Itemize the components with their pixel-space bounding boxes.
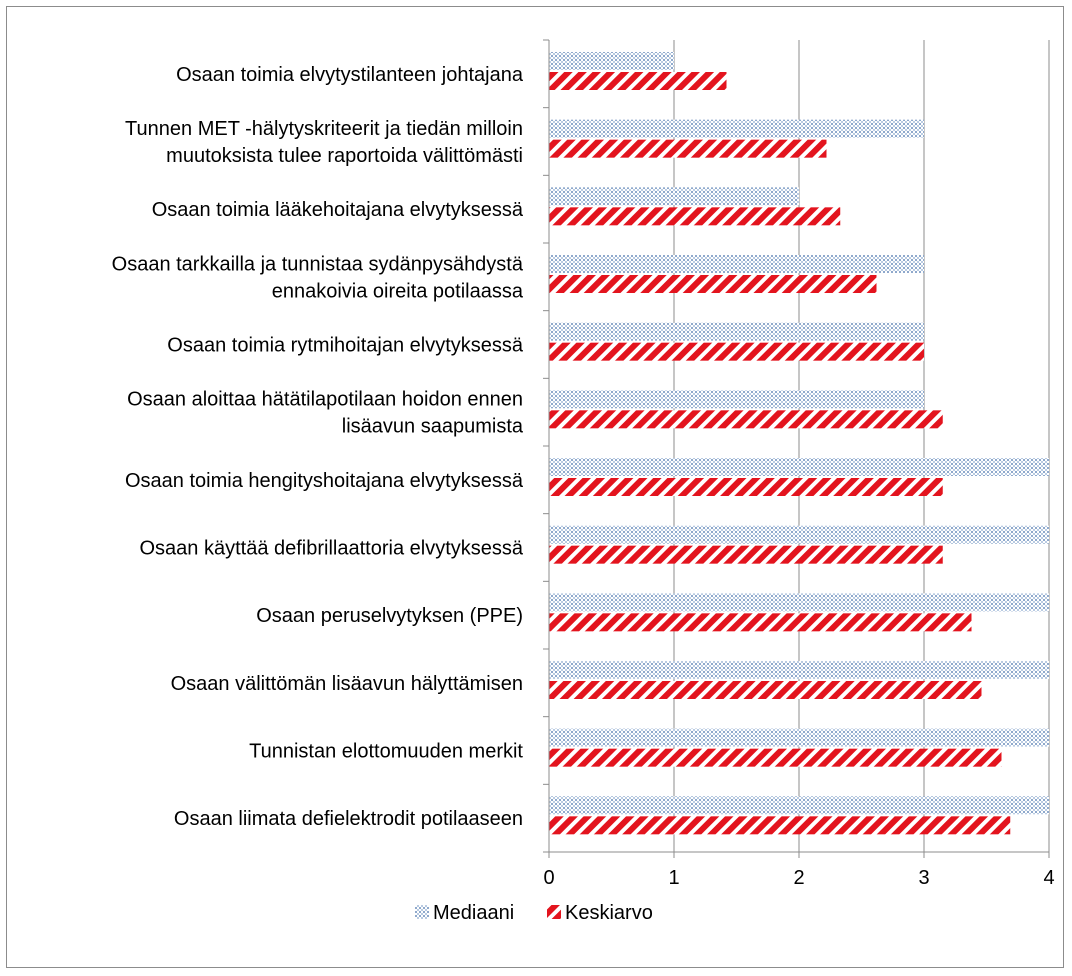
category-label-9: Osaan välittömän lisäavun hälyttämisen [171,673,523,695]
bar-keskiarvo-0 [549,72,727,90]
category-label-line: Osaan toimia lääkehoitajana elvytyksessä [152,199,524,221]
x-tick-label-3: 3 [918,867,929,889]
bar-keskiarvo-7 [549,545,943,564]
bars [549,52,1049,835]
x-tick-label-0: 0 [543,867,554,889]
bar-mediaani-4 [549,322,924,341]
bar-mediaani-7 [549,525,1049,544]
category-label-line: ennakoivia oireita potilaassa [272,280,524,302]
bar-mediaani-1 [549,119,924,138]
category-label-line: Osaan aloittaa hätätilapotilaan hoidon e… [127,389,523,411]
bar-keskiarvo-8 [549,613,972,632]
bar-mediaani-8 [549,593,1049,612]
legend-label-mediaani: Mediaani [433,902,514,924]
category-label-line: Osaan liimata defielektrodit potilaaseen [174,808,523,830]
bar-mediaani-11 [549,796,1049,815]
bar-keskiarvo-10 [549,748,1002,767]
x-tick-label-4: 4 [1043,867,1054,889]
bar-keskiarvo-2 [549,207,841,226]
category-label-4: Osaan toimia rytmihoitajan elvytyksessä [167,335,524,357]
category-label-0: Osaan toimia elvytystilanteen johtajana [176,64,524,86]
category-label-7: Osaan käyttää defibrillaattoria elvytyks… [139,538,523,560]
category-label-line: Osaan toimia elvytystilanteen johtajana [176,64,524,86]
category-label-line: Osaan välittömän lisäavun hälyttämisen [171,673,523,695]
category-label-1: Tunnen MET -hälytyskriteerit ja tiedän m… [125,118,523,167]
bar-keskiarvo-11 [549,816,1011,835]
chart-frame: Osaan toimia elvytystilanteen johtajana T… [6,6,1064,968]
bar-keskiarvo-4 [549,342,924,361]
x-tick-labels: 0 1 2 3 4 [543,867,1054,889]
category-label-6: Osaan toimia hengityshoitajana elvytykse… [125,470,524,492]
category-label-3: Osaan tarkkailla ja tunnistaa sydänpysäh… [112,253,524,302]
bar-mediaani-2 [549,187,799,206]
bar-mediaani-6 [549,458,1049,476]
category-label-line: Osaan toimia rytmihoitajan elvytyksessä [167,335,524,357]
legend-swatch-keskiarvo [547,905,561,919]
bar-mediaani-10 [549,728,1049,747]
category-label-line: Tunnen MET -hälytyskriteerit ja tiedän m… [125,118,523,140]
category-label-8: Osaan peruselvytyksen (PPE) [256,605,523,627]
category-label-10: Tunnistan elottomuuden merkit [249,741,523,763]
gridlines [673,40,1050,852]
bar-chart: Osaan toimia elvytystilanteen johtajana T… [112,39,1055,924]
bar-mediaani-5 [549,390,924,409]
legend: Mediaani Keskiarvo [415,902,653,924]
category-label-line: Osaan toimia hengityshoitajana elvytykse… [125,470,524,492]
category-label-line: Tunnistan elottomuuden merkit [249,741,523,763]
category-label-5: Osaan aloittaa hätätilapotilaan hoidon e… [127,389,524,438]
bar-keskiarvo-9 [549,681,982,699]
category-label-line: muutoksista tulee raportoida välittömäst… [166,145,523,167]
bar-keskiarvo-6 [549,478,943,496]
bar-keskiarvo-1 [549,139,827,158]
bar-mediaani-9 [549,661,1049,679]
category-label-line: Osaan tarkkailla ja tunnistaa sydänpysäh… [112,253,524,275]
legend-label-keskiarvo: Keskiarvo [565,902,653,924]
category-labels: Osaan toimia elvytystilanteen johtajana T… [112,64,524,830]
x-tick-label-1: 1 [668,867,679,889]
bar-keskiarvo-5 [549,410,943,429]
category-label-line: Osaan peruselvytyksen (PPE) [256,605,523,627]
legend-swatch-mediaani [415,905,429,919]
category-label-2: Osaan toimia lääkehoitajana elvytyksessä [152,199,524,221]
x-tick-label-2: 2 [793,867,804,889]
category-label-11: Osaan liimata defielektrodit potilaaseen [174,808,523,830]
axes [543,39,1050,858]
bar-mediaani-3 [549,255,924,273]
category-label-line: Osaan käyttää defibrillaattoria elvytyks… [139,538,523,560]
bar-mediaani-0 [549,52,674,70]
category-label-line: lisäavun saapumista [342,416,524,438]
bar-keskiarvo-3 [549,275,877,293]
